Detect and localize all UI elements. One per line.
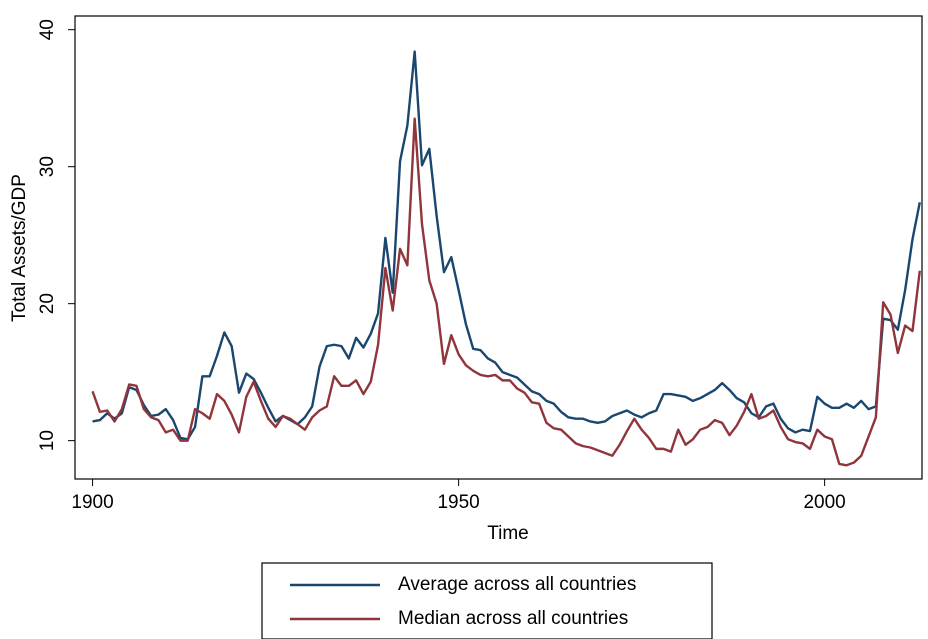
plot-frame bbox=[74, 15, 923, 480]
x-tick-label: 2000 bbox=[803, 492, 845, 513]
x-tick-label: 1900 bbox=[71, 492, 113, 513]
series-line bbox=[91, 117, 921, 467]
legend-label: Average across all countries bbox=[398, 574, 636, 595]
y-tick-label: 30 bbox=[37, 156, 58, 177]
y-tick-label: 40 bbox=[37, 19, 58, 40]
y-tick-label: 20 bbox=[37, 293, 58, 314]
x-tick-label: 1950 bbox=[437, 492, 479, 513]
y-axis-label: Total Assets/GDP bbox=[9, 174, 30, 322]
x-axis-label: Time bbox=[487, 523, 529, 544]
legend-label: Median across all countries bbox=[398, 608, 628, 629]
legend-box bbox=[261, 562, 713, 639]
y-tick-label: 10 bbox=[37, 430, 58, 451]
series-line bbox=[92, 50, 921, 441]
